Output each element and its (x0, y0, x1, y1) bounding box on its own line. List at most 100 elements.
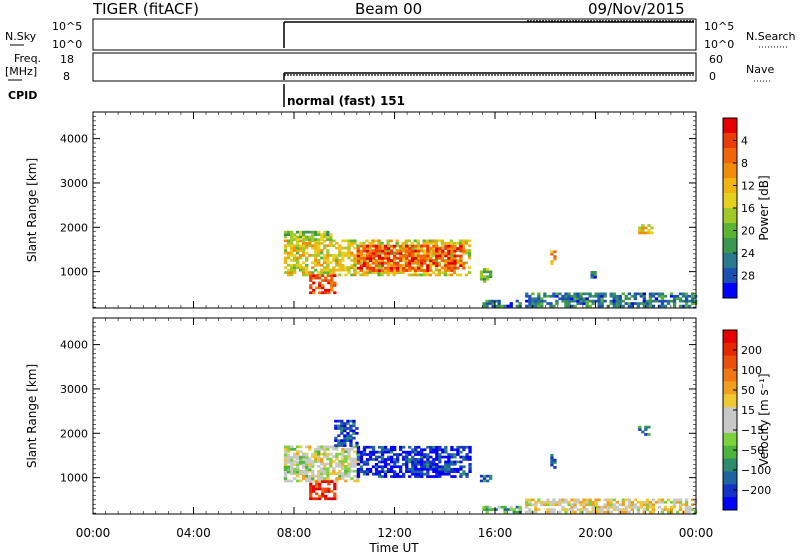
velocity-cell (311, 474, 315, 478)
power-cell (494, 299, 498, 303)
velocity-cell (651, 508, 656, 511)
power-cell (567, 297, 571, 301)
velocity-cell (402, 472, 406, 476)
power-cell (314, 246, 318, 250)
velocity-cell (390, 460, 394, 464)
velocity-cell (338, 469, 342, 473)
power-cell (488, 302, 492, 305)
power-cell (380, 246, 384, 250)
power-cell (283, 233, 288, 236)
velocity-cell (349, 439, 353, 442)
power-cell (437, 263, 441, 267)
power-cell (426, 269, 430, 272)
power-cell (603, 299, 607, 303)
velocity-cell (311, 460, 315, 463)
velocity-cell (341, 450, 345, 454)
power-cell (329, 244, 333, 248)
velocity-cell (456, 453, 460, 456)
power-colorbar-tick-label: 8 (741, 157, 748, 170)
power-cell (396, 249, 400, 253)
velocity-cell (405, 455, 409, 459)
power-cell (365, 249, 370, 253)
power-cell (641, 229, 645, 232)
velocity-cell (344, 450, 348, 454)
velocity-cell (666, 498, 671, 502)
power-cell (441, 259, 445, 263)
velocity-cell (343, 427, 347, 430)
power-cell (482, 277, 487, 281)
velocity-cell (567, 503, 571, 507)
velocity-cell (621, 503, 625, 507)
power-cell (365, 259, 369, 262)
power-cell (371, 241, 375, 245)
power-cell (314, 241, 318, 245)
velocity-cell (561, 505, 565, 509)
velocity-cell (555, 503, 559, 507)
velocity-cell (371, 453, 376, 456)
velocity-colorbar-segment (723, 355, 737, 369)
power-cell (302, 251, 306, 255)
velocity-cell (417, 460, 421, 464)
power-cell (317, 241, 321, 245)
velocity-cell (648, 503, 653, 507)
velocity-cell (426, 475, 430, 478)
velocity-cell (311, 469, 315, 473)
velocity-cell (573, 500, 577, 504)
velocity-cell (420, 463, 424, 466)
power-cell (450, 247, 454, 250)
velocity-cell (353, 465, 357, 468)
power-cell (419, 266, 423, 269)
velocity-cell (344, 474, 348, 478)
velocity-cell (450, 475, 454, 478)
power-cell (327, 274, 331, 277)
velocity-cell (333, 494, 337, 498)
power-cell (585, 299, 589, 303)
power-cell (290, 273, 294, 277)
power-cell (290, 238, 294, 241)
velocity-cell (543, 503, 547, 507)
velocity-cell (573, 498, 577, 502)
power-cell (296, 241, 300, 245)
power-cell (678, 297, 683, 301)
power-cell (377, 263, 381, 267)
power-cell (585, 297, 589, 301)
power-cell (570, 294, 574, 298)
power-scatter-cells (283, 224, 698, 308)
velocity-cell (417, 458, 421, 461)
velocity-cell (642, 500, 646, 504)
power-cell (314, 233, 318, 236)
velocity-cell (332, 455, 336, 458)
velocity-cell (314, 460, 318, 463)
velocity-cell (332, 469, 336, 473)
power-cell (405, 244, 409, 248)
velocity-cell (546, 508, 550, 511)
velocity-cell (435, 450, 439, 454)
velocity-cell (387, 455, 391, 459)
velocity-cell (546, 500, 550, 504)
power-cell (647, 224, 651, 227)
velocity-colorbar-tick-label: −15 (741, 424, 764, 437)
velocity-cell (371, 472, 376, 476)
power-cell (579, 294, 583, 298)
velocity-cell (567, 508, 571, 511)
velocity-cell (411, 450, 415, 454)
power-cell (534, 299, 538, 303)
velocity-cell (349, 436, 353, 440)
power-cell (573, 297, 577, 301)
power-cell (462, 266, 466, 270)
velocity-cell (414, 467, 418, 471)
power-cell (624, 297, 628, 301)
velocity-cell (621, 510, 625, 514)
velocity-cell (645, 498, 650, 502)
power-cell (570, 297, 574, 301)
power-cell (426, 257, 430, 260)
velocity-cell (308, 461, 312, 464)
velocity-cell (426, 465, 430, 469)
velocity-cell (390, 465, 394, 469)
velocity-cell (453, 448, 457, 452)
power-cell (651, 304, 656, 308)
velocity-cell (633, 498, 637, 502)
power-cell (338, 244, 342, 248)
velocity-cell (334, 439, 338, 442)
velocity-cell (333, 492, 337, 496)
